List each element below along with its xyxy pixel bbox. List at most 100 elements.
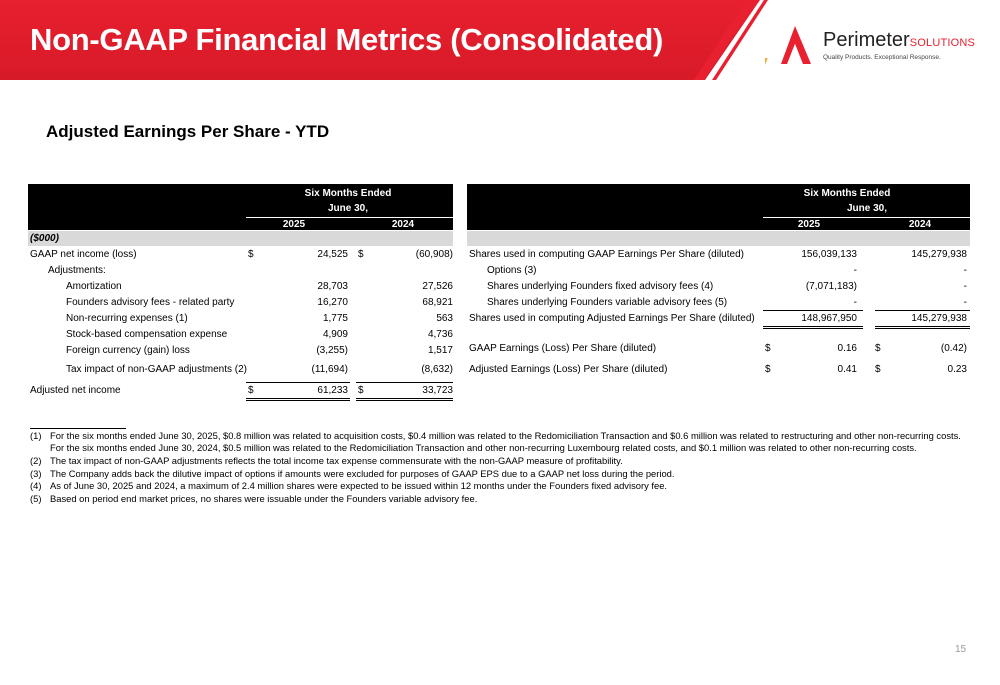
value-2025: 24,525 [317,249,348,260]
footnote-item: (2) The tax impact of non-GAAP adjustment… [30,455,975,467]
page-title: Non-GAAP Financial Metrics (Consolidated… [30,22,664,57]
value-2025: 148,967,950 [801,313,857,324]
row-label: Adjusted net income [30,385,121,396]
value-2024: 4,736 [427,329,453,340]
currency-2025: $ [765,364,771,375]
table-row: GAAP Earnings (Loss) Per Share (diluted)… [467,341,970,357]
value-2025: 1,775 [322,313,348,324]
value-2025: (11,694) [311,364,348,375]
row-label: Non-recurring expenses (1) [66,313,188,324]
value-2025: 0.16 [837,343,857,354]
value-2025: (7,071,183) [805,281,857,292]
table-row: Non-recurring expenses (1) 1,775 563 [28,311,453,327]
total-double-rule [356,400,453,401]
spacer-row-shade [467,231,970,246]
footnote-item: (3) The Company adds back the dilutive im… [30,468,975,480]
table-row: Amortization 28,703 27,526 [28,279,453,295]
footnote-text: As of June 30, 2025 and 2024, a maximum … [50,480,668,492]
header-rule [763,217,970,218]
table-row: Foreign currency (gain) loss (3,255) 1,517 [28,343,453,359]
value-2025: 156,039,133 [801,249,857,260]
footnote-item: (5) Based on period end market prices, no… [30,493,975,505]
value-2024: 33,723 [422,385,453,396]
value-2024: 145,279,938 [911,313,967,324]
logo-tagline: Quality Products. Exceptional Response. [823,54,941,61]
adjusted-net-income-table: Six Months Ended June 30, 2025 2024 ($00… [28,184,453,404]
row-label: GAAP Earnings (Loss) Per Share (diluted) [469,343,657,354]
units-row-shade [28,231,453,246]
value-2024: - [963,265,967,276]
logo-mark-icon [765,26,811,65]
value-2024: 68,921 [422,297,453,308]
subtotal-rule [356,382,453,383]
total-double-rule [875,326,970,327]
table-row: Founders advisory fees - related party 16… [28,295,453,311]
year-2025: 2025 [797,219,821,230]
footnote-text: Based on period end market prices, no sh… [50,493,478,505]
logo-solutions: SOLUTIONS [909,37,976,49]
footnotes: (1) For the six months ended June 30, 202… [30,430,975,506]
row-label: Shares underlying Founders fixed advisor… [487,281,714,292]
logo-word: Perimeter [823,29,910,51]
table-row: Tax impact of non-GAAP adjustments (2) (1… [28,362,453,378]
currency-2025: $ [765,343,771,354]
period-title: Six Months Ended [304,188,392,199]
value-2024: - [963,281,967,292]
table-row: Stock-based compensation expense 4,909 4,7… [28,327,453,343]
value-2025: - [853,265,857,276]
row-label: Foreign currency (gain) loss [66,345,190,356]
adjusted-eps-table: Six Months Ended June 30, 2025 2024 Shar… [467,184,970,384]
header-rule [246,217,453,218]
currency-2024: $ [875,343,881,354]
value-2025: - [853,297,857,308]
table-row: Shares used in computing GAAP Earnings P… [467,247,970,263]
value-2024: 563 [436,313,453,324]
value-2024: 145,279,938 [911,249,967,260]
footnote-text: The tax impact of non-GAAP adjustments r… [50,454,623,466]
page-number: 15 [955,644,967,655]
row-label: Adjustments: [48,265,106,276]
currency-2025: $ [248,249,254,260]
footnote-text: For the six months ended June 30, 2025, … [50,430,961,454]
table-row: Shares underlying Founders fixed advisor… [467,279,970,295]
row-label: Options (3) [487,265,537,276]
row-label: Amortization [66,281,122,292]
footnote-item: (1) For the six months ended June 30, 202… [30,430,975,454]
value-2024: (60,908) [415,249,453,260]
year-2024: 2024 [391,219,415,230]
subtotal-rule [246,382,350,383]
footnote-rule [30,428,126,429]
footnote-text: The Company adds back the dilutive impac… [50,467,675,479]
currency-2024: $ [875,364,881,375]
footnote-number: (3) [30,467,42,479]
total-double-rule [763,328,863,329]
value-2025: 4,909 [322,329,348,340]
row-label: Stock-based compensation expense [66,329,228,340]
value-2025: 16,270 [317,297,348,308]
value-2025: (3,255) [316,345,348,356]
table-row: GAAP net income (loss) $24,525 $ (60,908) [28,247,453,263]
footnote-number: (1) [30,430,42,441]
table-header: Six Months Ended June 30, 2025 2024 [467,184,970,230]
table-row: Shares used in computing Adjusted Earnin… [467,311,970,327]
year-2025: 2025 [282,219,306,230]
value-2024: 27,526 [422,281,453,292]
footnote-item: (4) As of June 30, 2025 and 2024, a maxim… [30,480,975,492]
value-2024: (8,632) [421,364,453,375]
row-label: Adjusted Earnings (Loss) Per Share (dilu… [469,364,668,375]
subtotal-rule [763,310,863,311]
row-label: GAAP net income (loss) [30,249,137,260]
header-banner [0,0,760,80]
total-double-rule [356,398,453,399]
currency-2024: $ [358,249,364,260]
table-header: Six Months Ended June 30, 2025 2024 [28,184,453,230]
year-2024: 2024 [908,219,932,230]
row-label: Shares used in computing Adjusted Earnin… [469,313,755,324]
value-2024: - [963,297,967,308]
value-2025: 0.41 [837,364,857,375]
value-2024: (0.42) [940,343,967,354]
currency-2024: $ [358,385,364,396]
table-row: Adjusted Earnings (Loss) Per Share (dilu… [467,362,970,378]
period-date: June 30, [327,203,369,214]
period-date: June 30, [846,203,888,214]
